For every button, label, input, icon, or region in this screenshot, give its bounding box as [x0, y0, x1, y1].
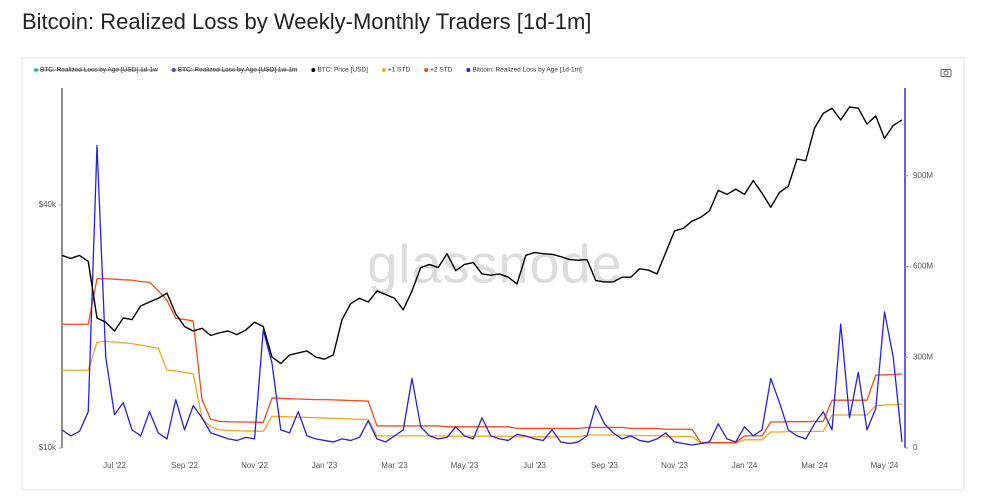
x-tick-label: Nov '22: [241, 461, 268, 470]
x-tick-label: Jan '23: [312, 461, 338, 470]
legend: BTC: Realized Loss by Age [USD] 1d-1w BTC…: [33, 67, 582, 74]
x-tick-label: Jul '22: [103, 461, 126, 470]
legend-marker: [424, 68, 429, 72]
x-tick-label: Sep '22: [171, 461, 198, 470]
x-tick-label: May '24: [871, 461, 899, 470]
legend-label: +1 STD: [388, 67, 411, 74]
series-line: [62, 277, 903, 444]
x-tick-label: Sep '23: [591, 461, 618, 470]
y2-tick-label: 900M: [913, 171, 933, 180]
series-line: [61, 106, 903, 365]
y2-tick-label: 600M: [913, 262, 933, 271]
chart-frame: [21, 57, 965, 491]
camera-lens: [943, 70, 949, 76]
y-tick-label: $10k: [39, 443, 57, 452]
y-tick-label: $40k: [39, 200, 57, 209]
legend-marker: [311, 68, 316, 72]
legend-label: BTC: Price [USD]: [317, 67, 368, 74]
x-tick-label: May '23: [451, 461, 479, 470]
camera-icon[interactable]: [940, 69, 952, 77]
series-line: [61, 144, 903, 446]
legend-marker: [466, 68, 471, 72]
y2-tick-label: 0: [913, 443, 918, 452]
watermark: glassnode: [367, 234, 622, 294]
legend-label: +2 STD: [430, 67, 453, 74]
camera-body: [940, 69, 952, 77]
legend-label: Bitcoin: Realized Loss by Age [1d-1m]: [472, 67, 582, 74]
legend-marker: [381, 68, 386, 72]
x-tick-label: Nov '23: [661, 461, 688, 470]
y2-tick-label: 300M: [913, 352, 933, 361]
x-tick-label: Mar '24: [801, 461, 828, 470]
x-tick-label: Mar '23: [381, 461, 408, 470]
x-tick-label: Jul '23: [523, 461, 546, 470]
chart-title: Bitcoin: Realized Loss by Weekly-Monthly…: [22, 9, 591, 34]
x-tick-label: Jan '24: [732, 461, 758, 470]
